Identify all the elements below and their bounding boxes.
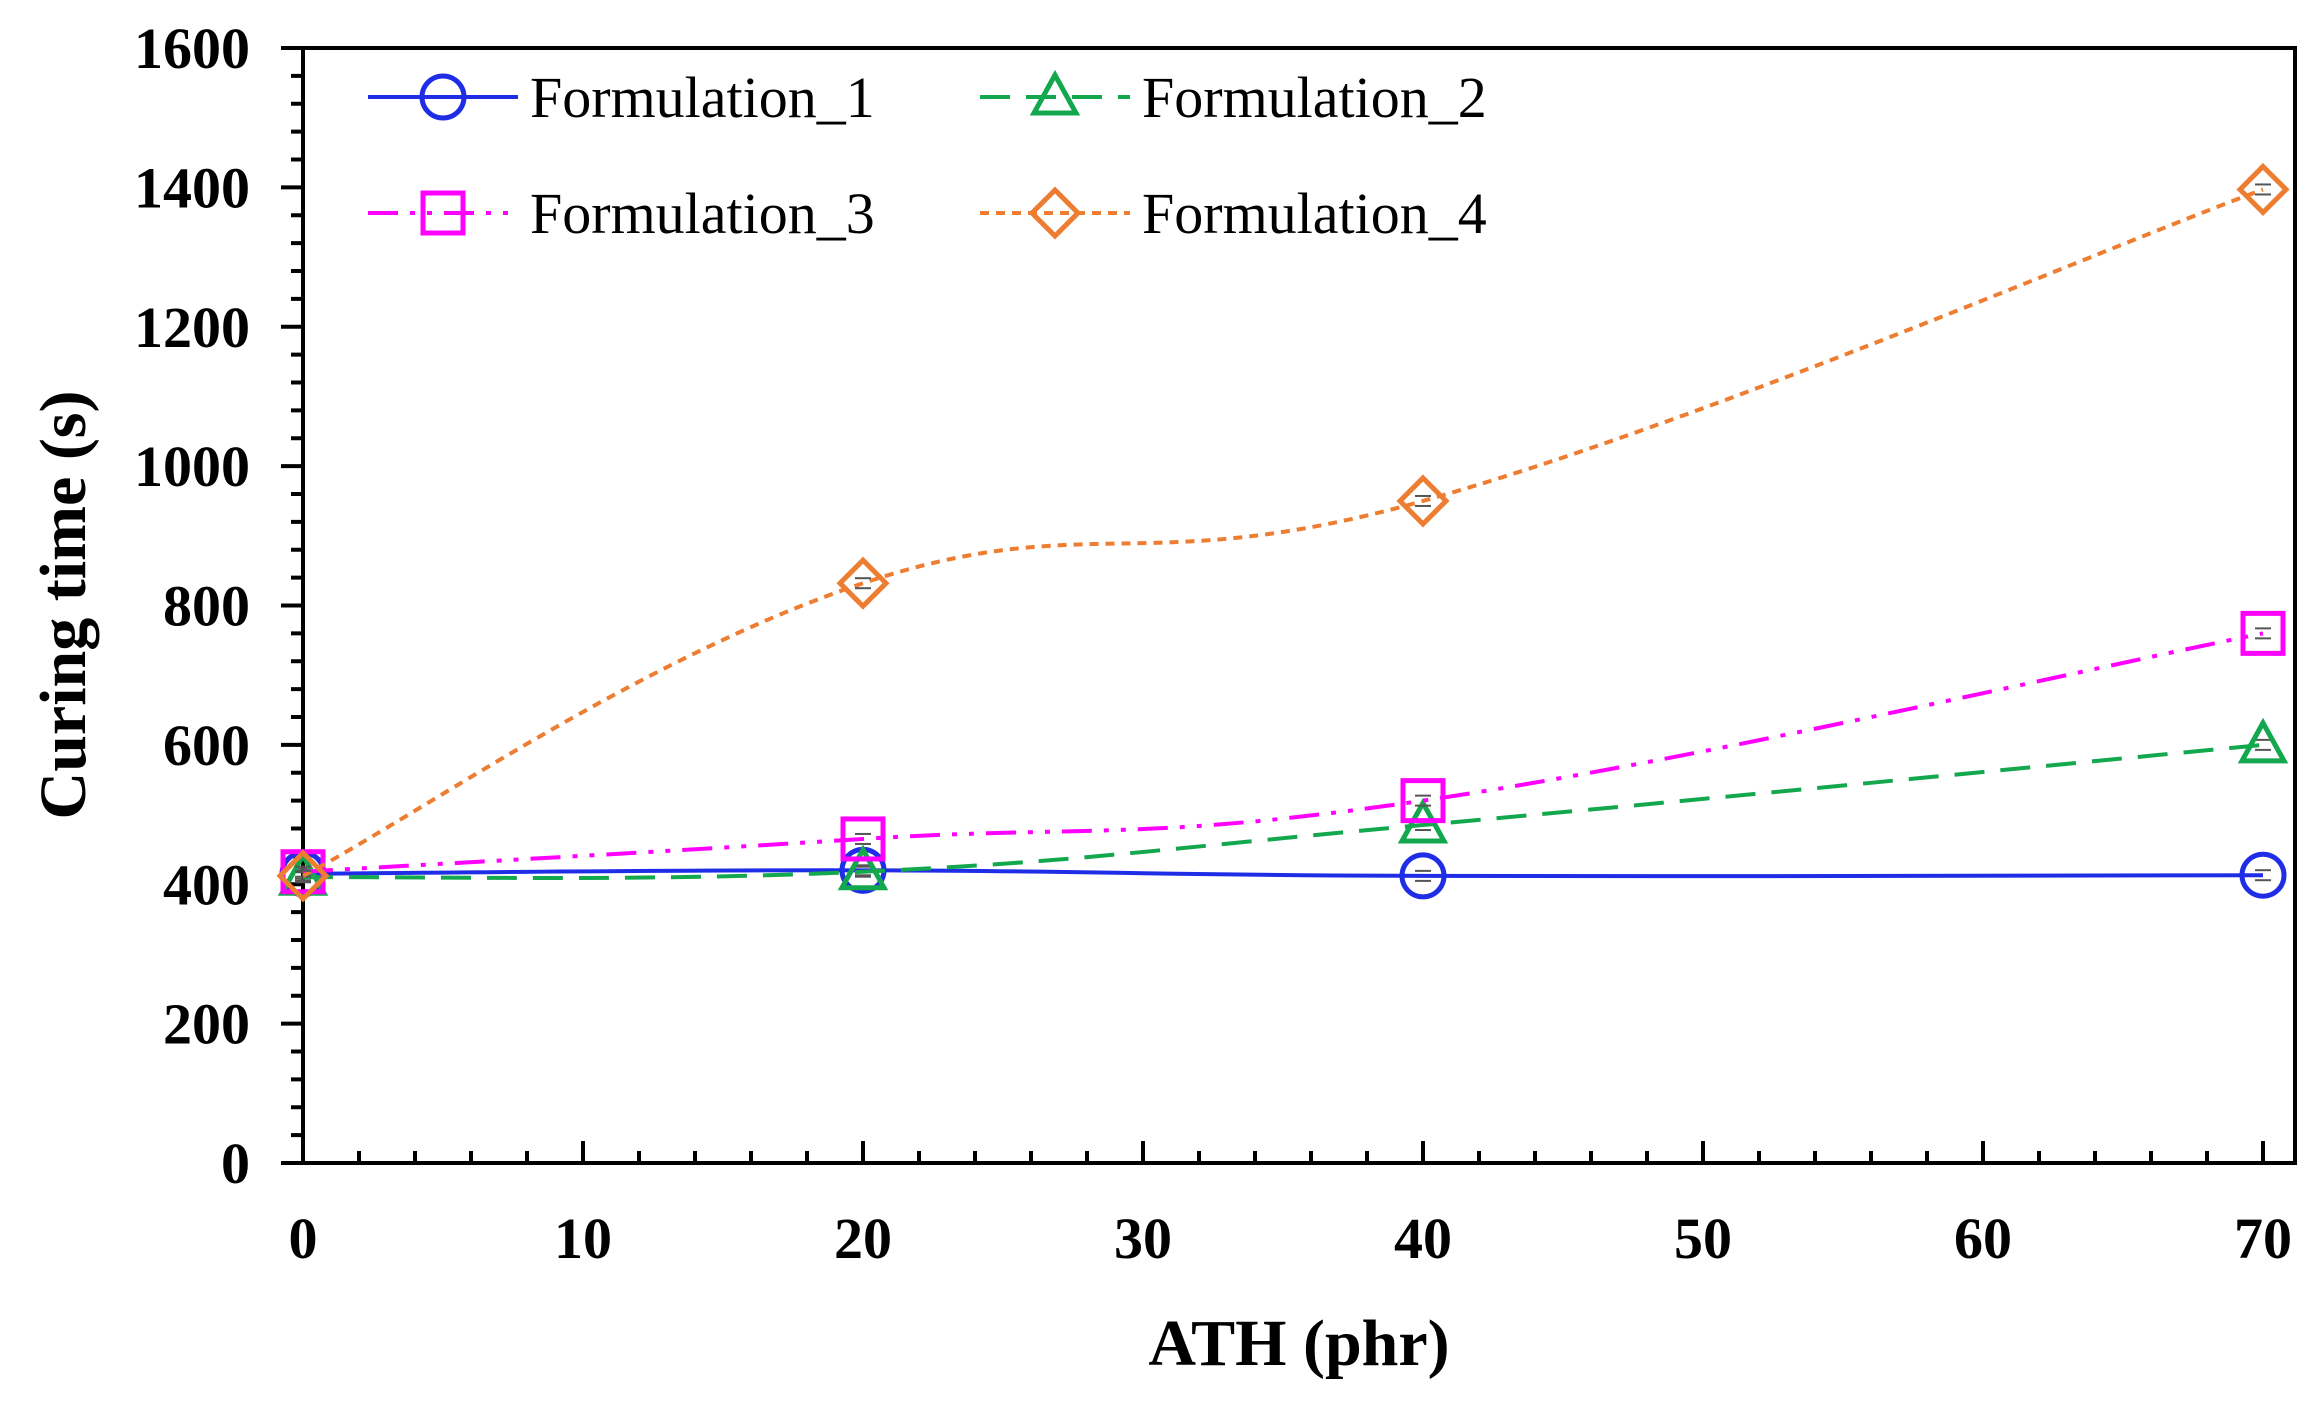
x-tick-label: 20: [834, 1206, 892, 1271]
legend-marker-formulation-3: [420, 190, 466, 236]
data-point-formulation-1: [2239, 851, 2287, 899]
x-tick-label: 40: [1394, 1206, 1452, 1271]
x-tick-label: 0: [289, 1206, 318, 1271]
data-point-formulation-4: [2236, 162, 2290, 217]
y-tick-label: 1400: [134, 155, 250, 220]
data-point-formulation-2: [2237, 717, 2289, 764]
series-line-formulation-4: [302, 187, 2264, 878]
x-tick-label: 30: [1114, 1206, 1172, 1271]
data-point-formulation-3: [1400, 778, 1446, 824]
legend-marker-formulation-2: [1029, 69, 1081, 116]
data-point-formulation-2: [837, 844, 889, 891]
data-point-formulation-4: [836, 556, 890, 610]
y-tick-label: 0: [221, 1131, 250, 1196]
legend-label-formulation-3: Formulation_3: [530, 181, 875, 246]
y-tick-label: 1600: [134, 16, 250, 81]
y-tick-label: 200: [163, 992, 250, 1057]
legend: Formulation_1 Formulation_2 Formulation_3 F…: [368, 65, 1487, 246]
y-axis-title: Curing time (s): [27, 391, 100, 820]
series-line-formulation-2: [302, 742, 2264, 880]
legend-marker-formulation-4: [1028, 186, 1082, 240]
series-line-formulation-3: [302, 631, 2264, 874]
series-layer: [276, 162, 2290, 903]
data-point-formulation-4: [276, 849, 330, 903]
x-tick-label: 50: [1674, 1206, 1732, 1271]
series-line-formulation-1: [302, 868, 2264, 879]
legend-marker-formulation-1: [419, 73, 467, 121]
data-point-formulation-1: [1399, 852, 1447, 900]
x-tick-label: 10: [554, 1206, 612, 1271]
y-tick-label: 600: [163, 713, 250, 778]
legend-label-formulation-1: Formulation_1: [530, 65, 875, 130]
y-tick-label: 800: [163, 574, 250, 639]
data-point-formulation-4: [1396, 474, 1450, 528]
x-tick-label: 70: [2234, 1206, 2292, 1271]
x-tick-label: 60: [1954, 1206, 2012, 1271]
legend-label-formulation-4: Formulation_4: [1142, 181, 1487, 246]
x-axis-title: ATH (phr): [1148, 1307, 1449, 1380]
axis-ticks: 0 200 400 600 800 1000 1200 1400 1600 0 10 20 30 40 50…: [134, 16, 2292, 1271]
y-tick-label: 1200: [134, 295, 250, 360]
data-point-formulation-3: [840, 816, 886, 862]
data-point-formulation-3: [2240, 610, 2286, 656]
y-tick-label: 1000: [134, 434, 250, 499]
legend-label-formulation-2: Formulation_2: [1142, 65, 1487, 130]
y-tick-label: 400: [163, 852, 250, 917]
